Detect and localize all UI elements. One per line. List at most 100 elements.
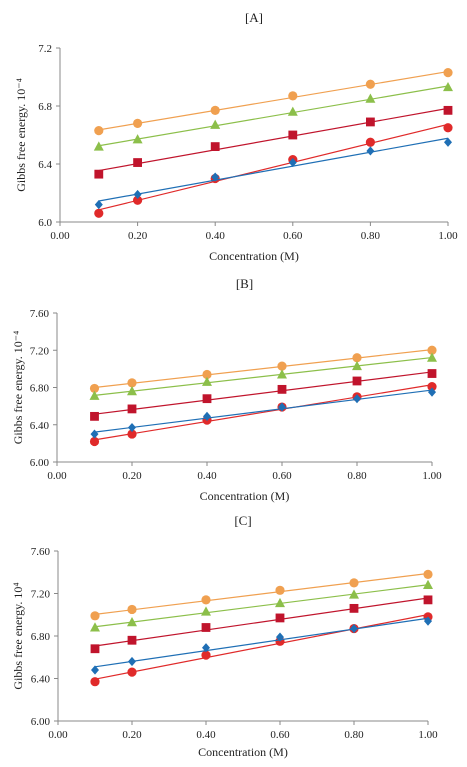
panel-c-series-3 xyxy=(90,595,433,654)
panel-c-x-tick-label: 0.20 xyxy=(122,729,142,741)
panel-a-title: [A] xyxy=(245,10,263,25)
panel-a-series-1 xyxy=(94,68,453,136)
panel-c-point xyxy=(423,595,433,605)
panel-c-point xyxy=(423,579,433,589)
panel-c-trend-line-2 xyxy=(94,584,429,628)
panel-b-point xyxy=(352,360,362,371)
panel-c-point xyxy=(424,616,432,626)
panel-c-point xyxy=(201,650,211,660)
panel-a-point xyxy=(133,189,142,200)
panel-c-point xyxy=(349,603,359,613)
panel-b-point xyxy=(278,402,286,412)
panel-a-point xyxy=(366,117,375,127)
panel-c-point xyxy=(201,623,211,632)
panel-a-x-tick-label: 1.00 xyxy=(438,230,458,242)
panel-c-point xyxy=(90,644,100,654)
panel-b-y-tick-label: 7.60 xyxy=(30,308,50,320)
panel-a-x-tick-label: 0.00 xyxy=(50,230,70,242)
panel-a-point xyxy=(288,130,298,140)
panel-b-point xyxy=(89,390,100,400)
panel-b-y-tick-label: 6.40 xyxy=(30,420,50,432)
panel-a-point xyxy=(133,195,143,205)
panel-b-x-tick-label: 0.20 xyxy=(122,470,142,482)
panel-b-point xyxy=(127,429,137,439)
panel-a-point xyxy=(94,169,104,179)
panel-a-trend-line-1 xyxy=(98,70,449,131)
panel-c-y-tick-label: 6.40 xyxy=(31,674,51,686)
panel-b-y-tick-label: 6.80 xyxy=(30,383,50,395)
panel-b-point xyxy=(202,394,212,404)
panel-a-point xyxy=(132,134,143,144)
panel-a-y-tick-label: 7.2 xyxy=(38,43,52,55)
panel-b-point xyxy=(353,394,361,404)
panel-b-point xyxy=(89,383,100,394)
panel-a-series-5 xyxy=(94,137,452,210)
panel-c-trend-line-3 xyxy=(94,597,429,647)
panel-c-point xyxy=(90,677,100,687)
panel-c-trend-line-4 xyxy=(94,614,429,680)
panel-b-point xyxy=(203,411,211,421)
panel-b-trend-line-1 xyxy=(94,349,433,389)
panel-c-point xyxy=(127,635,137,645)
panel-a-point xyxy=(365,79,375,89)
panel-b-trend-line-5 xyxy=(94,389,433,433)
panel-b-point xyxy=(128,422,136,433)
panel-b-x-axis-title: Concentration (M) xyxy=(200,489,290,503)
panel-c-y-axis-title: Gibbs free energy. 10⁴ xyxy=(11,582,25,689)
panel-c-y-tick-label: 6.80 xyxy=(31,631,51,643)
panel-b-series-3 xyxy=(90,369,437,421)
panel-a-y-tick-label: 6.8 xyxy=(38,101,52,113)
panel-c-y-tick-label: 7.60 xyxy=(31,546,51,558)
panel-b-point xyxy=(277,361,287,371)
panel-a-point xyxy=(443,68,453,78)
panel-c-point xyxy=(127,667,137,677)
panel-c-series-2 xyxy=(90,579,433,632)
panel-b-point xyxy=(352,376,362,386)
panel-a-point xyxy=(443,105,453,115)
panel-a-point xyxy=(365,137,375,147)
panel-b-point xyxy=(127,378,137,388)
panel-c-x-tick-label: 0.60 xyxy=(270,729,290,741)
panel-a-trend-line-5 xyxy=(98,137,449,202)
panel-a-trend-line-3 xyxy=(98,107,449,172)
panel-b-trend-line-3 xyxy=(94,371,433,415)
panel-b-point xyxy=(352,353,362,363)
panel-b-point xyxy=(89,436,100,447)
panel-a-x-tick-label: 0.80 xyxy=(361,230,381,242)
panel-b-y-axis-title: Gibbs free energy. 10⁻⁴ xyxy=(11,331,25,444)
panel-a-series-3 xyxy=(94,105,453,179)
panel-a-point xyxy=(133,118,143,128)
panel-c-point xyxy=(201,595,211,605)
panel-a-point xyxy=(443,81,453,92)
panel-a-point xyxy=(366,146,375,156)
panel-c-point xyxy=(349,578,359,588)
panel-a-point xyxy=(94,208,104,218)
panel-b-series-4 xyxy=(89,381,437,447)
panel-c-point xyxy=(275,585,285,595)
panel-c-x-tick-label: 0.00 xyxy=(48,729,68,741)
panel-b-point xyxy=(277,369,287,379)
panel-b-title: [B] xyxy=(236,276,253,291)
panel-a-x-axis-title: Concentration (M) xyxy=(209,249,299,263)
panel-b-series-5 xyxy=(90,387,436,439)
panel-a-point xyxy=(94,126,104,136)
panel-a-trend-line-4 xyxy=(98,123,449,211)
panel-c-trend-line-5 xyxy=(94,617,429,668)
panel-b-point xyxy=(427,381,437,392)
panel-a-point xyxy=(210,119,221,129)
panel-a-x-tick-label: 0.40 xyxy=(206,230,226,242)
panel-b-x-tick-label: 0.80 xyxy=(347,470,367,482)
panel-c-point xyxy=(128,656,136,667)
panel-b-series-1 xyxy=(89,345,437,394)
panel-a-y-tick-label: 6.4 xyxy=(38,159,52,171)
panel-a-series-2 xyxy=(93,81,453,151)
panel-a-y-tick-label: 6.0 xyxy=(38,217,52,229)
panel-b-point xyxy=(90,411,99,421)
panel-b-series-2 xyxy=(89,352,437,400)
panel-c-point xyxy=(202,643,210,653)
panel-b-y-tick-label: 6.00 xyxy=(30,457,50,469)
panel-a-point xyxy=(365,93,376,103)
panel-a-point xyxy=(133,158,142,167)
panel-a-point xyxy=(211,172,220,182)
